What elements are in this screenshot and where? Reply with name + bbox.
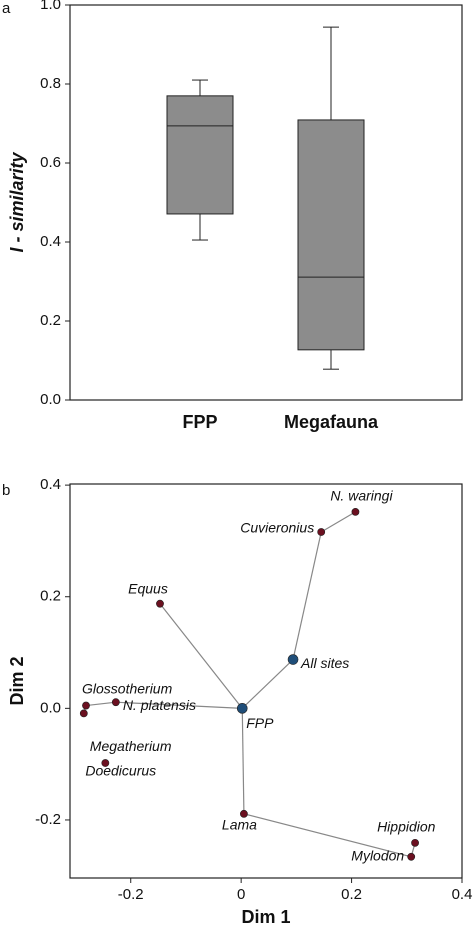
y-tick-label: -0.2 <box>35 811 61 828</box>
edge <box>115 701 243 709</box>
point <box>82 701 90 710</box>
y-tick-label: 0.2 <box>40 312 61 329</box>
edge <box>241 659 294 709</box>
box <box>166 95 234 215</box>
y-axis-title: Dim 2 <box>7 656 27 705</box>
x-tick-label: 0 <box>237 886 245 903</box>
edge <box>241 708 245 814</box>
point <box>351 508 360 516</box>
box <box>297 119 365 351</box>
edge <box>292 531 322 660</box>
edge <box>243 813 412 858</box>
x-axis-title: Dim 1 <box>241 907 290 927</box>
point-label: Glossotherium <box>82 680 173 696</box>
y-axis-title: I - similarity <box>7 151 27 252</box>
x-tick-label: 0.2 <box>341 886 362 903</box>
y-tick-label: 1.0 <box>40 0 61 13</box>
point-label: All sites <box>300 655 349 671</box>
edge <box>320 511 356 533</box>
plot-frame <box>69 4 463 401</box>
point-label: N. platensis <box>123 697 196 713</box>
y-tick-label: 0.8 <box>40 75 61 92</box>
point <box>287 654 299 665</box>
point <box>407 852 416 861</box>
plot-frame <box>69 483 463 879</box>
point <box>156 599 164 608</box>
point <box>111 698 120 707</box>
point-label: Hippidion <box>377 819 436 835</box>
point <box>236 703 248 714</box>
x-tick-label: -0.2 <box>118 886 144 903</box>
x-tick-label: 0.4 <box>452 886 473 903</box>
point-label: Lama <box>222 817 257 833</box>
point-label: Doedicurus <box>85 763 156 779</box>
point-label: N. waringi <box>330 488 393 504</box>
x-tick-label: FPP <box>182 412 217 432</box>
y-tick-label: 0.4 <box>40 476 61 493</box>
point-label: Mylodon <box>351 847 404 863</box>
point <box>79 709 88 718</box>
panel-label: a <box>2 0 11 17</box>
point <box>317 528 326 536</box>
y-tick-label: 0.2 <box>40 588 61 605</box>
point-label: Equus <box>128 580 168 596</box>
y-tick-label: 0.0 <box>40 391 61 408</box>
point <box>101 759 110 767</box>
y-tick-label: 0.0 <box>40 699 61 716</box>
x-tick-label: Megafauna <box>284 412 379 432</box>
y-tick-label: 0.4 <box>40 233 61 250</box>
panel-label: b <box>2 482 10 499</box>
point-label: Megatherium <box>90 738 172 754</box>
point <box>240 809 248 818</box>
point-label: FPP <box>246 715 274 731</box>
point-label: Cuvieronius <box>240 520 314 536</box>
point <box>411 838 419 847</box>
y-tick-label: 0.6 <box>40 154 61 171</box>
edge <box>159 603 243 709</box>
edge <box>85 701 116 707</box>
